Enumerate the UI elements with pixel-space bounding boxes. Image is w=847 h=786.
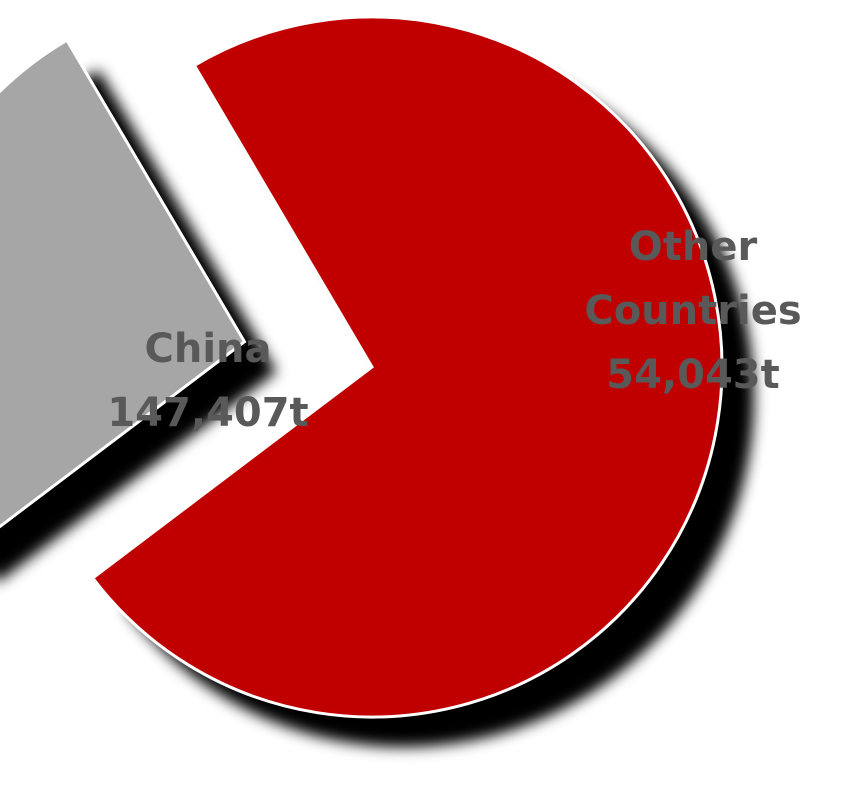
slice-layer bbox=[0, 15, 724, 719]
data-label-other-countries: Other Countries 54,043t bbox=[584, 224, 801, 398]
pie-slice-other-countries bbox=[0, 38, 247, 529]
data-label-name-other-countries: Other bbox=[629, 224, 758, 270]
data-label-value-other-countries: 54,043t bbox=[606, 352, 779, 398]
pie-slice-china bbox=[90, 15, 724, 719]
data-label-china: China 147,407t bbox=[107, 326, 308, 436]
data-label-name-china: China bbox=[144, 326, 271, 372]
data-label-value-china: 147,407t bbox=[107, 390, 308, 436]
data-label-name-other-countries: Countries bbox=[584, 288, 801, 334]
label-layer: China 147,407t Other Countries 54,043t bbox=[107, 224, 801, 436]
